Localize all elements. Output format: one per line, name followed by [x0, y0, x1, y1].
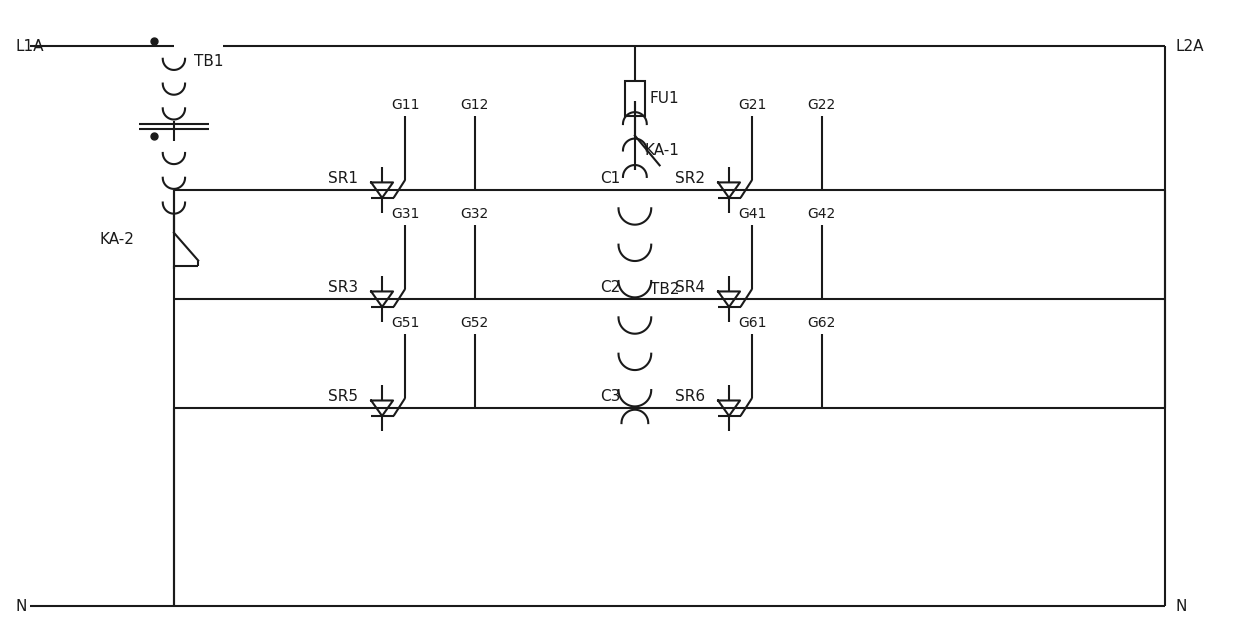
Text: FU1: FU1 — [650, 91, 680, 106]
Text: G11: G11 — [391, 98, 419, 112]
Text: KA-2: KA-2 — [99, 232, 134, 247]
Text: C3: C3 — [600, 389, 620, 404]
Text: SR6: SR6 — [675, 389, 704, 404]
Text: SR3: SR3 — [327, 280, 357, 295]
Text: G62: G62 — [807, 316, 836, 330]
Text: TB1: TB1 — [193, 54, 223, 69]
Text: N: N — [15, 599, 27, 614]
Text: G12: G12 — [460, 98, 489, 112]
Bar — [625, 81, 645, 116]
Text: G51: G51 — [391, 316, 419, 330]
Text: G52: G52 — [460, 316, 489, 330]
Text: G31: G31 — [391, 207, 419, 221]
Text: SR4: SR4 — [675, 280, 704, 295]
Text: L2A: L2A — [1176, 39, 1204, 54]
Text: N: N — [1176, 599, 1187, 614]
Text: C2: C2 — [600, 280, 620, 295]
Text: G61: G61 — [738, 316, 766, 330]
Text: G21: G21 — [738, 98, 766, 112]
Text: SR2: SR2 — [675, 171, 704, 186]
Text: KA-1: KA-1 — [645, 143, 680, 158]
Text: SR5: SR5 — [327, 389, 357, 404]
Text: L1A: L1A — [15, 39, 43, 54]
Text: G32: G32 — [460, 207, 489, 221]
Text: G22: G22 — [807, 98, 836, 112]
Text: G42: G42 — [807, 207, 836, 221]
Text: C1: C1 — [600, 171, 620, 186]
Text: TB2: TB2 — [650, 282, 680, 296]
Text: SR1: SR1 — [327, 171, 357, 186]
Text: G41: G41 — [738, 207, 766, 221]
